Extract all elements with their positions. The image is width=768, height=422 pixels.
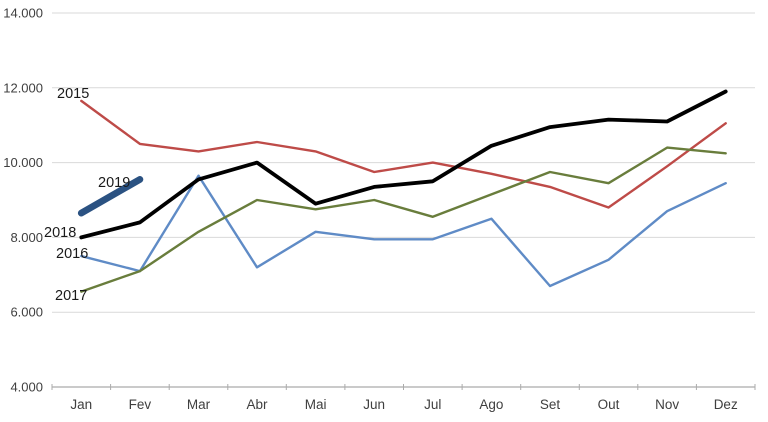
x-axis-label-mar: Mar [187,397,211,412]
x-axis-label-abr: Abr [246,397,268,412]
y-axis-tick-label: 6.000 [10,305,43,320]
y-axis-tick-label: 10.000 [3,155,43,170]
x-axis-label-fev: Fev [129,397,152,412]
y-axis-tick-label: 14.000 [3,6,43,21]
x-axis-label-mai: Mai [305,397,327,412]
y-axis-tick-label: 4.000 [10,380,43,395]
series-line-2016 [80,174,727,288]
series-label-2019: 2019 [98,175,130,191]
series-label-2018: 2018 [44,225,76,241]
series-line-2018 [79,89,728,240]
series-line-2019 [77,175,144,217]
x-axis-label-nov: Nov [655,397,679,412]
x-axis-label-ago: Ago [479,397,503,412]
x-axis-label-jun: Jun [363,397,385,412]
x-axis-label-jul: Jul [424,397,441,412]
x-axis-label-jan: Jan [70,397,92,412]
series-label-2015: 2015 [57,86,89,102]
series-line-2015 [80,99,727,209]
x-axis-label-dez: Dez [714,397,738,412]
y-axis-tick-label: 12.000 [3,80,43,95]
x-axis-label-out: Out [598,397,620,412]
x-axis-label-set: Set [540,397,561,412]
series-line-2017 [80,146,727,293]
series-label-2016: 2016 [56,246,88,262]
series-label-2017: 2017 [55,288,87,304]
y-axis-tick-label: 8.000 [10,230,43,245]
